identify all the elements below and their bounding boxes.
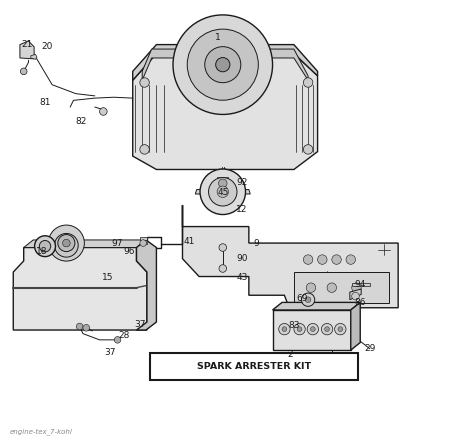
Polygon shape [140, 242, 147, 244]
Text: 81: 81 [39, 98, 51, 107]
Text: 15: 15 [102, 273, 114, 282]
Circle shape [352, 292, 359, 300]
Circle shape [303, 255, 313, 264]
Polygon shape [137, 240, 156, 330]
Text: 41: 41 [184, 237, 195, 246]
Text: 94: 94 [355, 280, 366, 289]
Circle shape [318, 255, 327, 264]
Text: 12: 12 [236, 205, 247, 214]
Circle shape [297, 327, 302, 331]
Text: 28: 28 [118, 331, 130, 340]
Circle shape [327, 283, 337, 293]
Text: 96: 96 [123, 247, 135, 256]
Text: 9: 9 [253, 239, 259, 248]
Text: 86: 86 [355, 298, 366, 307]
Circle shape [219, 244, 227, 252]
Circle shape [20, 68, 27, 74]
Text: 83: 83 [288, 321, 300, 330]
Polygon shape [133, 45, 318, 80]
FancyBboxPatch shape [150, 353, 358, 380]
Circle shape [338, 327, 343, 331]
Circle shape [140, 78, 149, 87]
Circle shape [216, 58, 230, 72]
Circle shape [325, 327, 329, 331]
Text: 90: 90 [236, 254, 247, 263]
Text: 29: 29 [364, 344, 375, 353]
Polygon shape [142, 49, 308, 80]
Circle shape [335, 323, 346, 335]
Text: 82: 82 [76, 117, 87, 126]
Circle shape [303, 145, 313, 154]
Circle shape [76, 323, 83, 330]
Circle shape [140, 240, 146, 246]
Circle shape [209, 178, 237, 206]
Circle shape [39, 240, 51, 252]
Polygon shape [195, 190, 250, 194]
Circle shape [352, 283, 361, 293]
Text: 92: 92 [236, 178, 247, 187]
Polygon shape [294, 272, 389, 303]
Polygon shape [31, 54, 37, 59]
Circle shape [301, 293, 315, 306]
Circle shape [114, 337, 121, 343]
Circle shape [321, 323, 333, 335]
Polygon shape [140, 237, 147, 240]
Polygon shape [273, 310, 351, 350]
Circle shape [187, 29, 258, 100]
Circle shape [294, 323, 305, 335]
Circle shape [303, 78, 313, 87]
Polygon shape [273, 302, 360, 310]
Text: 1: 1 [215, 33, 221, 42]
Polygon shape [133, 54, 318, 169]
Circle shape [35, 236, 55, 256]
Circle shape [219, 264, 227, 273]
Polygon shape [217, 177, 228, 179]
Text: 37: 37 [104, 348, 116, 357]
Circle shape [140, 145, 149, 154]
Circle shape [63, 239, 70, 247]
Polygon shape [351, 302, 360, 350]
Circle shape [173, 15, 273, 115]
Polygon shape [20, 41, 34, 59]
Polygon shape [350, 289, 361, 300]
Circle shape [310, 327, 315, 331]
Circle shape [200, 169, 246, 215]
Text: 45: 45 [217, 188, 228, 197]
Circle shape [217, 186, 228, 198]
Circle shape [219, 179, 227, 188]
Circle shape [305, 297, 311, 302]
Polygon shape [13, 248, 147, 330]
Text: 20: 20 [42, 42, 53, 51]
Text: 2: 2 [287, 350, 293, 359]
Polygon shape [24, 240, 146, 248]
Circle shape [205, 47, 241, 83]
Circle shape [346, 255, 356, 264]
Text: 18: 18 [36, 248, 47, 256]
Circle shape [306, 283, 316, 293]
Circle shape [282, 327, 287, 331]
Circle shape [55, 233, 78, 257]
Text: 21: 21 [22, 40, 33, 49]
Circle shape [48, 225, 84, 261]
Circle shape [58, 235, 75, 252]
Polygon shape [214, 182, 231, 185]
Text: 69: 69 [297, 294, 308, 303]
Circle shape [279, 323, 290, 335]
Text: SPARK ARRESTER KIT: SPARK ARRESTER KIT [197, 362, 311, 371]
Text: engine-tex_7-kohl: engine-tex_7-kohl [9, 428, 73, 435]
Text: 43: 43 [237, 273, 248, 282]
Text: 37: 37 [135, 320, 146, 329]
Circle shape [332, 255, 341, 264]
Polygon shape [182, 205, 398, 308]
Circle shape [100, 107, 107, 116]
Circle shape [83, 325, 90, 331]
Text: 97: 97 [112, 239, 123, 248]
Polygon shape [352, 283, 370, 286]
Circle shape [307, 323, 319, 335]
